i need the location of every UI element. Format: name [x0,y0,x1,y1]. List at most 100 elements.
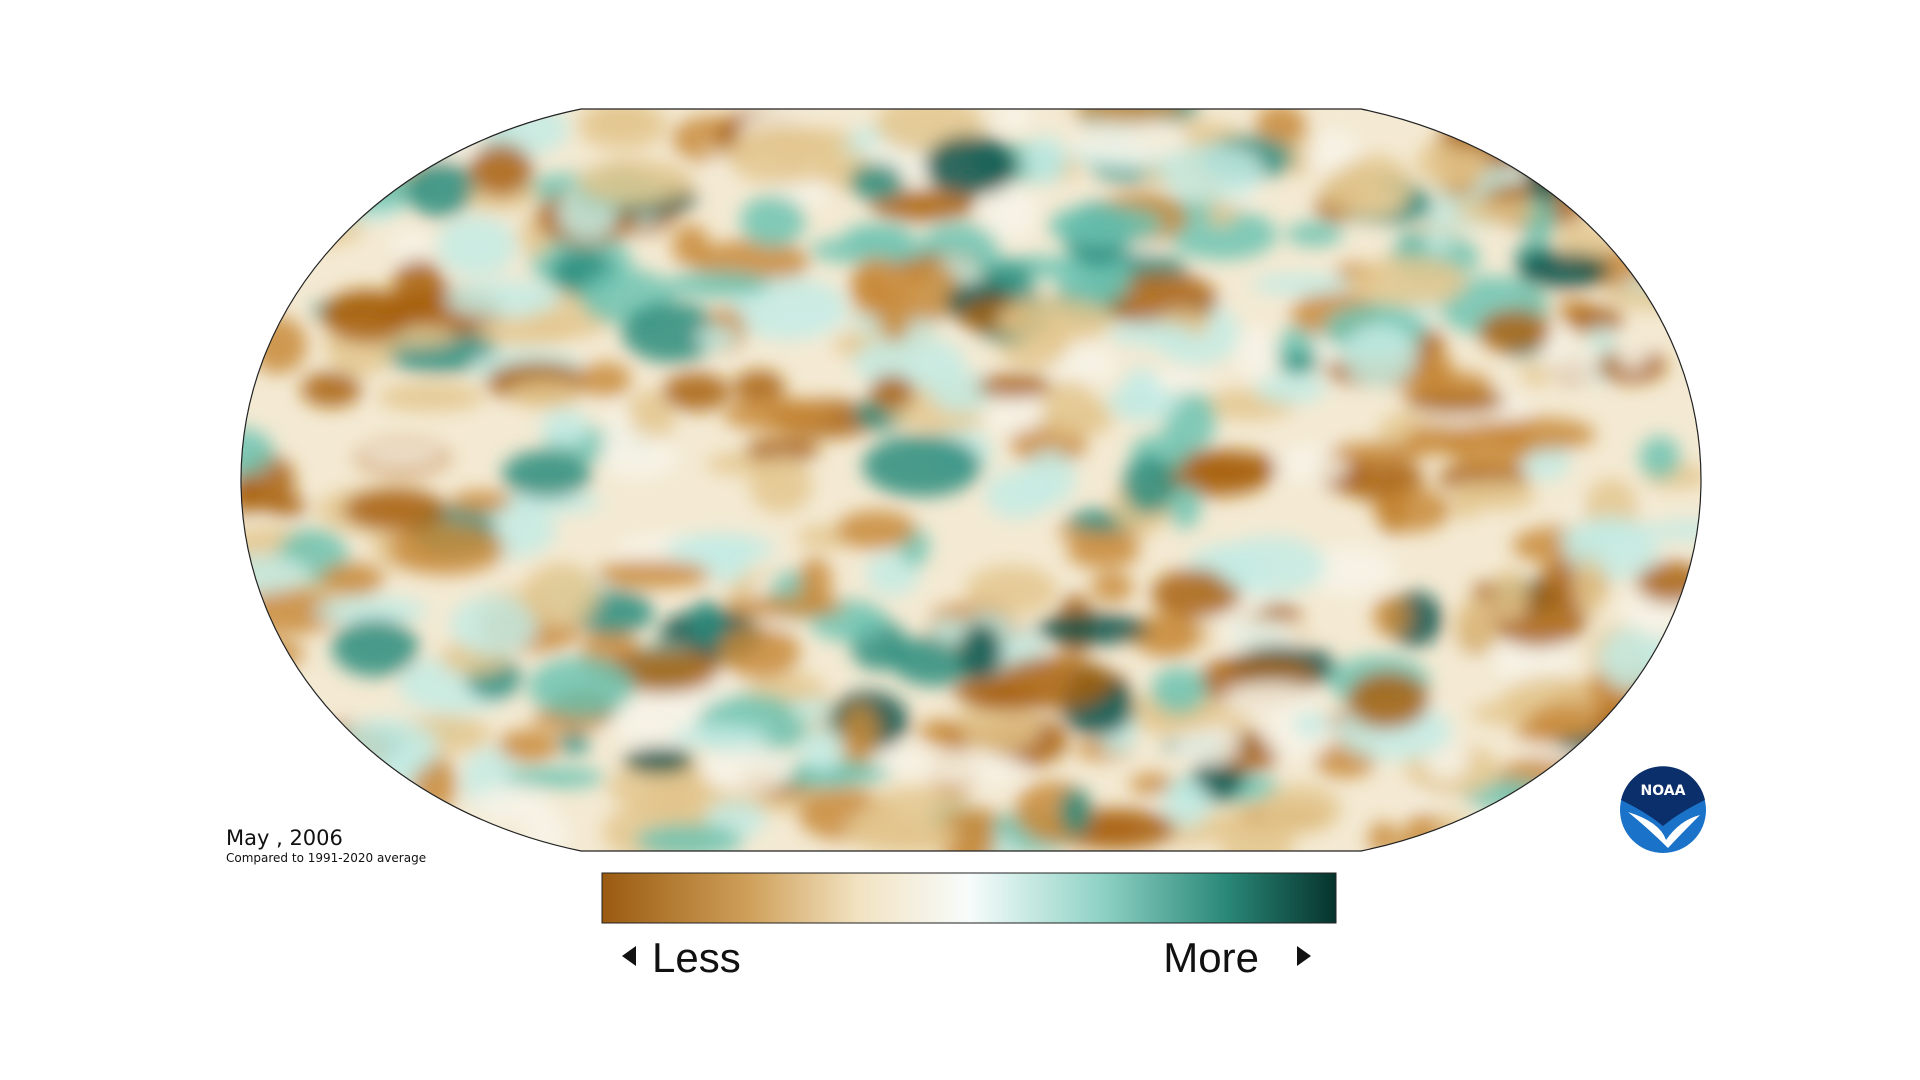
anomaly-patch [662,372,731,412]
anomaly-patch [409,109,498,128]
anomaly-patch [869,374,915,410]
anomaly-patch [271,776,309,809]
anomaly-patch [391,109,490,160]
more-arrow [1297,946,1311,966]
anomaly-patch [1162,449,1282,485]
anomaly-patch [1480,417,1596,452]
anomaly-patch [581,362,632,397]
anomaly-patch [286,109,380,127]
anomaly-patch [280,738,313,781]
anomaly-patch [932,616,964,643]
anomaly-patch [241,109,270,135]
anomaly-patch [1368,821,1399,851]
anomaly-patch [1623,677,1701,715]
anomaly-patch [1218,816,1295,851]
anomaly-patch [897,261,961,322]
anomaly-patch [664,533,775,565]
anomaly-patch [322,288,413,344]
anomaly-patch [596,560,713,589]
anomaly-patch [241,153,306,210]
anomaly-patch [1306,129,1361,176]
anomaly-patch [1651,145,1688,193]
map-date: May , 2006 [226,826,343,850]
anomaly-patch [1636,713,1701,749]
map-field [241,109,1701,851]
anomaly-patch [1383,370,1492,394]
anomaly-patch [744,127,856,153]
anomaly-patch [918,751,1026,787]
legend-low: Less [652,934,741,981]
anomaly-patch [1090,572,1134,603]
anomaly-patch [870,189,976,222]
anomaly-patch [1547,336,1600,379]
anomaly-patch [1320,166,1385,214]
anomaly-patch [241,218,298,255]
anomaly-patch [1305,546,1397,596]
anomaly-patch [1403,424,1479,456]
anomaly-patch [1571,153,1650,203]
anomaly-patch [241,554,310,593]
anomaly-patch [1598,627,1663,691]
anomaly-patch [1034,613,1149,646]
anomaly-patch [1522,441,1571,481]
anomaly-patch [1122,455,1176,515]
anomaly-patch [300,371,362,408]
anomaly-patch [1023,449,1076,506]
anomaly-patch [1422,230,1454,253]
anomaly-patch [445,280,561,318]
anomaly-patch [313,596,429,625]
anomaly-patch [1666,145,1701,204]
anomaly-patch [1342,324,1418,387]
anomaly-patch [1644,519,1701,541]
anomaly-patch [436,216,517,276]
anomaly-patch [1416,137,1489,187]
anomaly-patch [1494,109,1554,140]
anomaly-patch [450,490,512,514]
anomaly-patch [1081,401,1113,435]
anomaly-patch [1478,309,1552,354]
anomaly-patch [600,433,679,479]
anomaly-patch [1372,595,1410,637]
anomaly-patch [608,762,712,813]
anomaly-patch [1642,632,1701,685]
anomaly-patch [527,656,636,718]
anomaly-patch [1223,681,1321,717]
anomaly-patch [994,655,1113,709]
anomaly-patch [1461,479,1537,511]
anomaly-patch [1628,109,1701,128]
anomaly-patch [862,434,982,498]
anomaly-patch [701,744,794,795]
anomaly-patch [241,427,274,477]
anomaly-patch [1347,671,1430,729]
anomaly-patch [621,301,722,363]
anomaly-patch [489,491,604,514]
anomaly-patch [497,729,559,763]
anomaly-patch [978,394,1049,434]
anomaly-patch [623,746,694,775]
anomaly-patch [1280,352,1320,373]
anomaly-patch [624,390,675,447]
anomaly-patch [1132,612,1202,658]
anomaly-patch [929,370,994,413]
anomaly-patch [749,456,813,514]
anomaly-patch [1649,251,1701,297]
anomaly-patch [1603,286,1701,310]
anomaly-patch [771,762,866,788]
anomaly-patch [1107,321,1194,347]
anomaly-patch [1573,559,1607,616]
anomaly-patch [1650,668,1701,718]
anomaly-patch [1526,703,1601,741]
anomaly-patch [558,732,590,755]
legend-high: More [1163,934,1259,981]
anomaly-patch [577,109,668,150]
anomaly-patch [319,562,385,594]
anomaly-patch [672,224,710,267]
anomaly-patch [1329,442,1427,464]
anomaly-patch [377,382,485,412]
anomaly-patch [1121,366,1162,423]
anomaly-patch [304,141,342,168]
anomaly-patch [724,595,845,619]
anomaly-patch [241,250,285,294]
anomaly-patch [1639,435,1681,480]
anomaly-patch [257,205,365,247]
